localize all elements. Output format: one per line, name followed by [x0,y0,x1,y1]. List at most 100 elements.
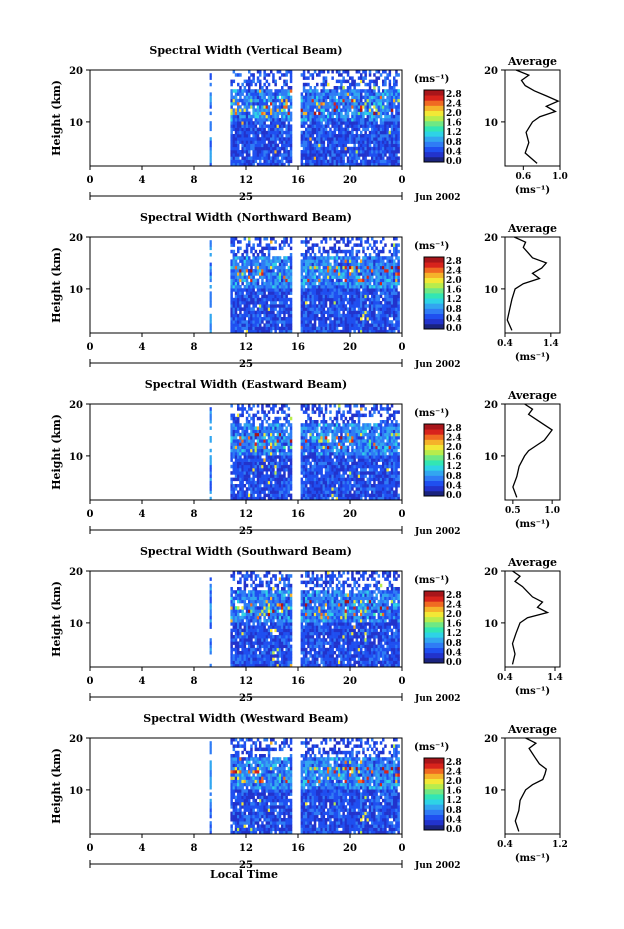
heatmap-cell [333,98,337,103]
heatmap-cell [393,278,396,283]
heatmap-cell [384,150,387,154]
heatmap-cell [230,111,233,116]
heatmap-cell [318,156,321,160]
heatmap-cell [331,323,334,327]
heatmap-cell [338,105,341,109]
heatmap-cell [239,92,242,96]
heatmap-cell [375,102,378,106]
heatmap-cell [331,474,334,478]
heatmap-cell [335,490,339,494]
heatmap-cell [397,92,400,96]
heatmap-cell [237,73,240,77]
heatmap-cell [263,92,266,96]
heatmap-cell [346,70,350,74]
heatmap-cell [287,150,291,154]
heatmap-cell [261,426,264,430]
heatmap-cell [316,130,319,135]
heatmap-cell [243,111,247,116]
heatmap-cell [375,70,378,74]
heatmap-cell [357,265,361,270]
heatmap-cell [351,114,354,119]
heatmap-cell [386,108,389,112]
heatmap-cell [243,108,247,112]
heatmap-cell [388,95,392,100]
heatmap-cell [320,253,323,257]
heatmap-cell [349,150,352,154]
heatmap-cell [259,436,262,440]
heatmap-cell [357,156,361,160]
heatmap-cell [302,150,306,154]
heatmap-cell [281,407,284,411]
heatmap-cell [263,134,266,138]
heatmap-cell [243,496,247,501]
heatmap-cell [373,307,376,311]
heatmap-cell [346,102,350,106]
heatmap-cell [241,146,244,151]
heatmap-cell [305,143,308,148]
heatmap-cell [302,461,306,466]
heatmap-cell [245,92,249,96]
heatmap-cell [311,134,315,138]
heatmap-cell [338,159,341,164]
heatmap-cell [320,317,323,321]
heatmap-cell [305,76,308,80]
heatmap-cell [329,153,332,157]
heatmap-cell [382,246,385,251]
heatmap-cell [239,439,242,443]
heatmap-cell [329,118,332,122]
heatmap-cell [287,471,291,475]
heatmap-cell [237,130,240,135]
heatmap-cell [371,95,374,100]
heatmap-cell [274,127,277,132]
heatmap-cell [327,439,330,443]
heatmap-cell [331,105,334,109]
heatmap-cell [384,285,387,289]
heatmap-cell [305,121,308,125]
heatmap-cell [322,426,326,430]
heatmap-cell [355,297,359,302]
heatmap-cell [384,121,387,125]
heatmap-cell [346,259,350,263]
heatmap-cell [333,436,337,440]
heatmap-cell [256,79,260,84]
heatmap-cell [283,285,286,289]
heatmap-cell [267,313,271,318]
heatmap-cell [281,442,284,446]
heatmap-cell [371,92,374,96]
heatmap-cell [250,310,253,315]
heatmap-cell [393,310,396,315]
heatmap-cell [335,153,339,157]
heatmap-cell [305,294,308,299]
heatmap-cell [254,448,258,453]
heatmap-cell [382,159,385,164]
heatmap-cell [313,320,317,324]
heatmap-cell [329,320,332,324]
heatmap-cell [274,108,277,112]
heatmap-cell [338,114,341,119]
heatmap-cell [250,429,253,434]
heatmap-cell [340,265,343,270]
heatmap-cell [395,98,398,103]
heatmap-cell [272,162,275,167]
heatmap-cell [362,146,365,151]
heatmap-cell [302,118,306,122]
heatmap-cell [248,275,251,279]
heatmap-cell [302,484,306,488]
heatmap-cell [259,79,262,84]
heatmap-cell [259,127,262,132]
heatmap-cell [248,326,251,331]
heatmap-cell [360,73,363,77]
heatmap-cell [390,320,394,324]
heatmap-cell [270,124,273,128]
heatmap-cell [382,320,385,324]
heatmap-cell [362,159,365,164]
heatmap-cell [237,464,240,469]
heatmap-cell [263,439,266,443]
heatmap-cell [322,134,326,138]
heatmap-cell [395,326,398,331]
heatmap-cell [239,278,242,283]
heatmap-cell [333,288,337,292]
heatmap-cell [335,445,339,450]
heatmap-cell [252,140,255,144]
heatmap-cell [278,407,282,411]
